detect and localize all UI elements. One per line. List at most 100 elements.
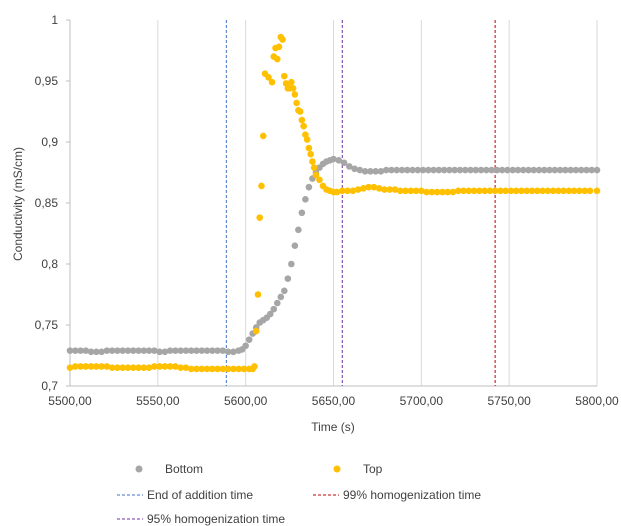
data-point (402, 187, 409, 195)
data-point (103, 363, 111, 370)
grid (157, 20, 598, 386)
data-point (507, 187, 515, 195)
data-point (182, 347, 190, 354)
data-point (119, 347, 126, 354)
data-point (351, 165, 358, 173)
data-point (281, 72, 288, 80)
data-point (161, 363, 169, 370)
data-point (349, 187, 357, 195)
data-point (224, 348, 232, 356)
data-point (277, 293, 285, 301)
data-point (300, 122, 307, 130)
data-point (140, 347, 148, 354)
data-point (87, 348, 95, 356)
data-point (533, 187, 541, 195)
data-point (514, 166, 522, 174)
data-point (281, 287, 288, 295)
data-point (555, 187, 562, 195)
data-point (372, 167, 379, 175)
data-point (333, 188, 341, 196)
data-point (477, 166, 485, 174)
data-point (268, 78, 276, 86)
data-point (266, 310, 274, 318)
data-point (219, 365, 227, 373)
data-point (193, 347, 200, 354)
data-point (289, 85, 297, 92)
data-point (430, 166, 437, 174)
y-tick-label: 0,8 (41, 257, 58, 271)
data-point (562, 166, 569, 174)
x-tick-label: 5650,00 (312, 394, 356, 408)
data-point (361, 167, 369, 175)
data-point (439, 188, 446, 196)
data-point (493, 166, 501, 174)
data-point (135, 364, 142, 372)
data-point (382, 166, 390, 174)
data-point (356, 166, 364, 174)
data-point (252, 327, 260, 335)
data-point (454, 187, 462, 195)
data-point (502, 187, 509, 195)
data-point (161, 348, 169, 356)
data-point (428, 188, 436, 196)
data-point (391, 186, 399, 193)
data-point (77, 363, 84, 370)
data-points (66, 33, 601, 373)
data-point (258, 182, 265, 190)
data-point (66, 347, 74, 354)
x-tick-label: 5600,00 (224, 394, 268, 408)
data-point (440, 166, 448, 174)
data-point (556, 166, 564, 174)
legend-label: 99% homogenization time (343, 488, 481, 502)
data-point (470, 187, 478, 195)
data-point (145, 364, 153, 372)
data-point (108, 364, 116, 372)
data-point (145, 347, 153, 354)
data-point (265, 74, 272, 81)
data-point (486, 187, 494, 195)
legend-label: Top (363, 462, 383, 476)
data-point (151, 347, 158, 354)
data-point (71, 363, 79, 370)
data-point (583, 166, 590, 174)
tick-labels: 5500,00 5550,00 5600,00 5650,00 5700,00 5750,… (35, 13, 619, 408)
data-point (129, 364, 137, 372)
data-point (381, 186, 388, 193)
data-point (108, 347, 116, 354)
data-point (572, 166, 580, 174)
data-point (198, 365, 206, 373)
data-point (251, 363, 258, 370)
data-point (298, 209, 306, 217)
data-point (396, 187, 404, 195)
data-point (509, 166, 516, 174)
data-point (66, 364, 74, 372)
data-point (338, 187, 346, 195)
legend-marker (333, 465, 341, 473)
data-point (565, 187, 573, 195)
data-point (310, 164, 318, 171)
legend-label: 95% homogenization time (147, 512, 285, 526)
data-point (230, 365, 237, 373)
data-point (483, 166, 490, 174)
legend-label: End of addition time (147, 488, 253, 502)
data-point (425, 166, 432, 174)
data-point (414, 166, 422, 174)
legend-label: Bottom (165, 462, 203, 476)
data-point (344, 187, 351, 195)
data-point (330, 155, 337, 163)
x-axis-title: Time (s) (311, 420, 355, 434)
data-point (166, 363, 174, 370)
data-point (309, 158, 316, 165)
data-point (208, 365, 216, 373)
data-point (386, 186, 394, 193)
data-point (570, 187, 578, 195)
data-point (298, 116, 306, 124)
data-point (340, 159, 348, 167)
data-point (98, 348, 105, 356)
data-point (182, 364, 190, 372)
data-point (398, 166, 406, 174)
data-point (279, 36, 286, 43)
series-bottom (66, 155, 601, 356)
data-point (581, 187, 589, 195)
data-point (177, 347, 184, 354)
